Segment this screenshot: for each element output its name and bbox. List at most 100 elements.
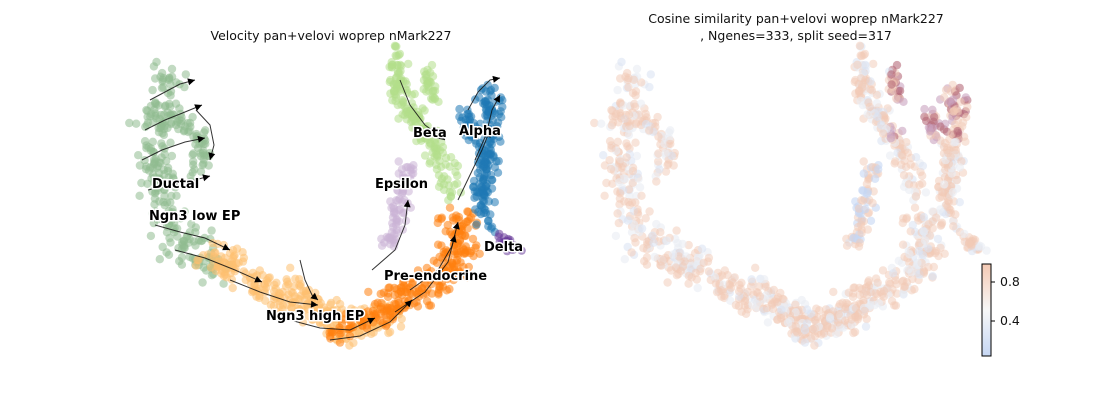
cell-point (666, 139, 675, 149)
cell-point (910, 203, 920, 212)
cell-point (948, 80, 957, 90)
cell-point (856, 51, 865, 60)
streamline (329, 299, 413, 341)
cell-point (159, 110, 169, 119)
cell-point (488, 116, 498, 125)
cell-point (166, 198, 175, 207)
cell-point (481, 205, 490, 215)
cell-point (866, 216, 876, 225)
cell-point (654, 149, 663, 158)
cell-point (919, 227, 929, 236)
cosine-panel: Cosine similarity pan+velovi woprep nMar… (590, 11, 991, 350)
cell-point (646, 70, 655, 79)
cell-point (857, 228, 866, 238)
cell-point (613, 85, 622, 95)
cell-point (437, 213, 447, 222)
cell-point (188, 112, 197, 122)
cell-point (783, 318, 793, 327)
cell-point (905, 258, 914, 267)
cell-point (391, 51, 400, 60)
cell-point (730, 273, 739, 282)
cell-point (908, 220, 917, 230)
velocity-arrow (452, 222, 460, 230)
cell-point (474, 188, 483, 197)
cell-point (860, 306, 869, 316)
cell-point (160, 121, 169, 131)
cell-point (942, 146, 952, 155)
cell-point (711, 279, 721, 288)
cell-point (226, 268, 235, 278)
cell-point (151, 98, 160, 107)
cell-point (468, 234, 478, 244)
cell-point (391, 220, 401, 229)
cosine-panel-title: Cosine similarity pan+velovi woprep nMar… (648, 11, 944, 26)
cell-point (777, 305, 786, 314)
cell-point (455, 236, 465, 245)
cell-point (629, 75, 638, 85)
cell-point (641, 109, 650, 119)
cell-point (303, 304, 313, 313)
cell-point (180, 207, 189, 216)
cell-point (168, 208, 177, 217)
cell-point (929, 262, 938, 272)
cell-point (873, 112, 882, 122)
cell-point (427, 94, 436, 103)
cell-point (337, 319, 347, 328)
cell-point (617, 57, 626, 67)
cell-point (833, 318, 843, 327)
cell-point (270, 280, 279, 290)
cell-point (159, 130, 169, 140)
cell-point (911, 153, 921, 162)
cell-point (863, 188, 872, 197)
cell-point (198, 278, 207, 287)
cell-point (400, 102, 409, 112)
cell-point (180, 82, 189, 92)
cell-point (255, 266, 264, 275)
cell-point (961, 137, 970, 146)
cluster-label-pre-endocrine: Pre-endocrine (384, 269, 487, 284)
cell-point (811, 316, 820, 325)
cell-point (430, 86, 440, 96)
cell-point (680, 257, 689, 266)
cell-point (704, 267, 713, 276)
cell-point (496, 137, 505, 146)
cell-point (445, 284, 454, 294)
velocity-scatter-points (125, 41, 526, 350)
cell-point (437, 138, 446, 147)
cell-point (944, 197, 954, 206)
cell-point (260, 280, 270, 289)
cell-point (793, 328, 802, 337)
cell-point (887, 80, 896, 89)
velocity-arrow (208, 152, 216, 160)
cell-point (600, 191, 609, 200)
cell-point (964, 239, 974, 248)
cell-point (457, 116, 466, 126)
cell-point (898, 126, 907, 136)
cell-point (890, 301, 899, 310)
cell-point (692, 275, 701, 284)
cell-point (389, 204, 399, 213)
cluster-label-epsilon: Epsilon (375, 177, 428, 192)
cell-point (889, 269, 898, 278)
cell-point (769, 285, 778, 295)
cell-point (483, 95, 493, 104)
cell-point (180, 126, 189, 135)
velocity-arrow-heads (187, 75, 500, 325)
cell-point (868, 198, 877, 208)
cell-point (439, 264, 448, 274)
cell-point (487, 175, 496, 185)
cell-point (165, 102, 175, 111)
cell-point (607, 144, 616, 153)
cell-point (408, 278, 417, 287)
cell-point (928, 272, 937, 281)
cell-point (232, 244, 242, 253)
cell-point (150, 189, 160, 198)
cell-point (684, 279, 693, 288)
cell-point (391, 74, 401, 83)
cell-point (176, 214, 185, 223)
cell-point (405, 174, 415, 183)
cell-point (611, 231, 621, 241)
cell-point (624, 110, 634, 119)
cell-point (624, 83, 633, 92)
cell-point (743, 287, 752, 297)
